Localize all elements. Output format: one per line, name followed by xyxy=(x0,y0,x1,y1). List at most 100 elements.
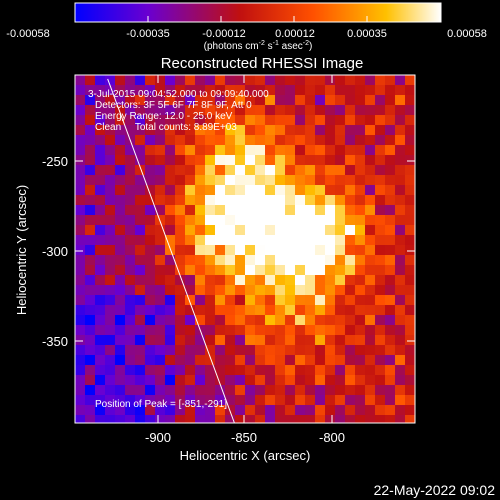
heatmap-cell xyxy=(375,105,386,116)
heatmap-cell xyxy=(275,265,286,276)
y-axis-label: Heliocentric Y (arcsec) xyxy=(14,185,29,315)
heatmap-cell xyxy=(275,115,286,126)
heatmap-cell xyxy=(185,165,196,176)
heatmap-cell xyxy=(365,345,376,356)
heatmap-cell xyxy=(205,285,216,296)
heatmap-cell xyxy=(155,125,166,136)
heatmap-cell xyxy=(235,185,246,196)
heatmap-cell xyxy=(155,75,166,86)
heatmap-cell xyxy=(115,295,126,306)
heatmap-cell xyxy=(135,415,146,423)
heatmap-cell xyxy=(225,205,236,216)
heatmap-cell xyxy=(145,415,156,423)
heatmap-cell xyxy=(355,385,366,396)
heatmap-cell xyxy=(335,245,346,256)
heatmap-cell xyxy=(415,165,426,176)
heatmap-cell xyxy=(385,395,396,406)
heatmap-cell xyxy=(145,325,156,336)
heatmap-cell xyxy=(345,365,356,376)
heatmap-cell xyxy=(155,295,166,306)
heatmap-cell xyxy=(85,255,96,266)
heatmap-cell xyxy=(105,265,116,276)
heatmap-cell xyxy=(385,165,396,176)
heatmap-cell xyxy=(175,155,186,166)
heatmap-cell xyxy=(255,75,266,86)
heatmap-cell xyxy=(215,235,226,246)
heatmap-cell xyxy=(355,295,366,306)
heatmap-cell xyxy=(405,405,415,416)
heatmap-cell xyxy=(225,385,236,396)
y-axis-ticks xyxy=(75,160,415,342)
heatmap-cell xyxy=(115,195,126,206)
heatmap-cell xyxy=(215,325,226,336)
heatmap-cell xyxy=(385,135,396,146)
heatmap-cell xyxy=(115,405,126,416)
heatmap-cell xyxy=(145,95,156,106)
heatmap-cell xyxy=(185,225,196,236)
heatmap-cell xyxy=(105,385,116,396)
heatmap-cell xyxy=(115,145,126,156)
heatmap-cell xyxy=(305,325,316,336)
heatmap-cell xyxy=(265,235,276,246)
x-axis-label: Heliocentric X (arcsec) xyxy=(180,448,311,463)
heatmap-cell xyxy=(285,105,296,116)
heatmap-cell xyxy=(305,315,316,326)
heatmap-cell xyxy=(135,145,146,156)
heatmap-cell xyxy=(75,355,86,366)
heatmap-cell xyxy=(305,215,316,226)
heatmap-cell xyxy=(375,175,386,186)
heatmap-cell xyxy=(115,115,126,126)
heatmap-cell xyxy=(385,275,396,286)
heatmap-cell xyxy=(365,325,376,336)
heatmap-cell xyxy=(265,305,276,316)
heatmap-cell xyxy=(265,345,276,356)
heatmap-cell xyxy=(385,325,396,336)
heatmap-cell xyxy=(125,145,136,156)
heatmap-cell xyxy=(405,125,415,136)
heatmap-cell xyxy=(325,265,336,276)
heatmap-cell xyxy=(335,285,346,296)
heatmap-cell xyxy=(185,155,196,166)
heatmap-cell xyxy=(245,135,256,146)
heatmap-cell xyxy=(415,275,426,286)
heatmap-cell xyxy=(345,125,356,136)
heatmap-cell xyxy=(125,225,136,236)
heatmap-cell xyxy=(245,125,256,136)
heatmap-cell xyxy=(305,155,316,166)
heatmap-cell xyxy=(215,195,226,206)
heatmap-cell xyxy=(85,355,96,366)
heatmap-cell xyxy=(205,395,216,406)
heatmap-cell xyxy=(405,305,415,316)
clean-counts-text: Clean Total counts: 8.89E+03 xyxy=(95,122,237,133)
heatmap-cell xyxy=(145,385,156,396)
heatmap-cell xyxy=(345,205,356,216)
heatmap-cell xyxy=(215,85,226,96)
heatmap-cell xyxy=(365,315,376,326)
heatmap-cell xyxy=(295,375,306,386)
heatmap-cell xyxy=(135,125,146,136)
heatmap-cell xyxy=(195,335,206,346)
heatmap-cell xyxy=(115,315,126,326)
heatmap-cell xyxy=(75,305,86,316)
heatmap-cell xyxy=(85,185,96,196)
heatmap-cell xyxy=(265,85,276,96)
heatmap-cell xyxy=(205,195,216,206)
heatmap-cell xyxy=(95,285,106,296)
heatmap-cell xyxy=(195,135,206,146)
heatmap-cell xyxy=(325,155,336,166)
heatmap-cell xyxy=(265,205,276,216)
heatmap-cell xyxy=(95,375,106,386)
heatmap-cell xyxy=(175,335,186,346)
heatmap-cell xyxy=(375,115,386,126)
heatmap-cell xyxy=(365,205,376,216)
heatmap-cell xyxy=(215,105,226,116)
heatmap-cell xyxy=(395,265,406,276)
heatmap-cell xyxy=(75,395,86,406)
heatmap-cell xyxy=(325,135,336,146)
heatmap-cell xyxy=(125,355,136,366)
heatmap-cell xyxy=(415,85,426,96)
heatmap-cell xyxy=(405,115,415,126)
heatmap-cell xyxy=(115,305,126,316)
heatmap-cell xyxy=(375,355,386,366)
heatmap-cell xyxy=(305,285,316,296)
